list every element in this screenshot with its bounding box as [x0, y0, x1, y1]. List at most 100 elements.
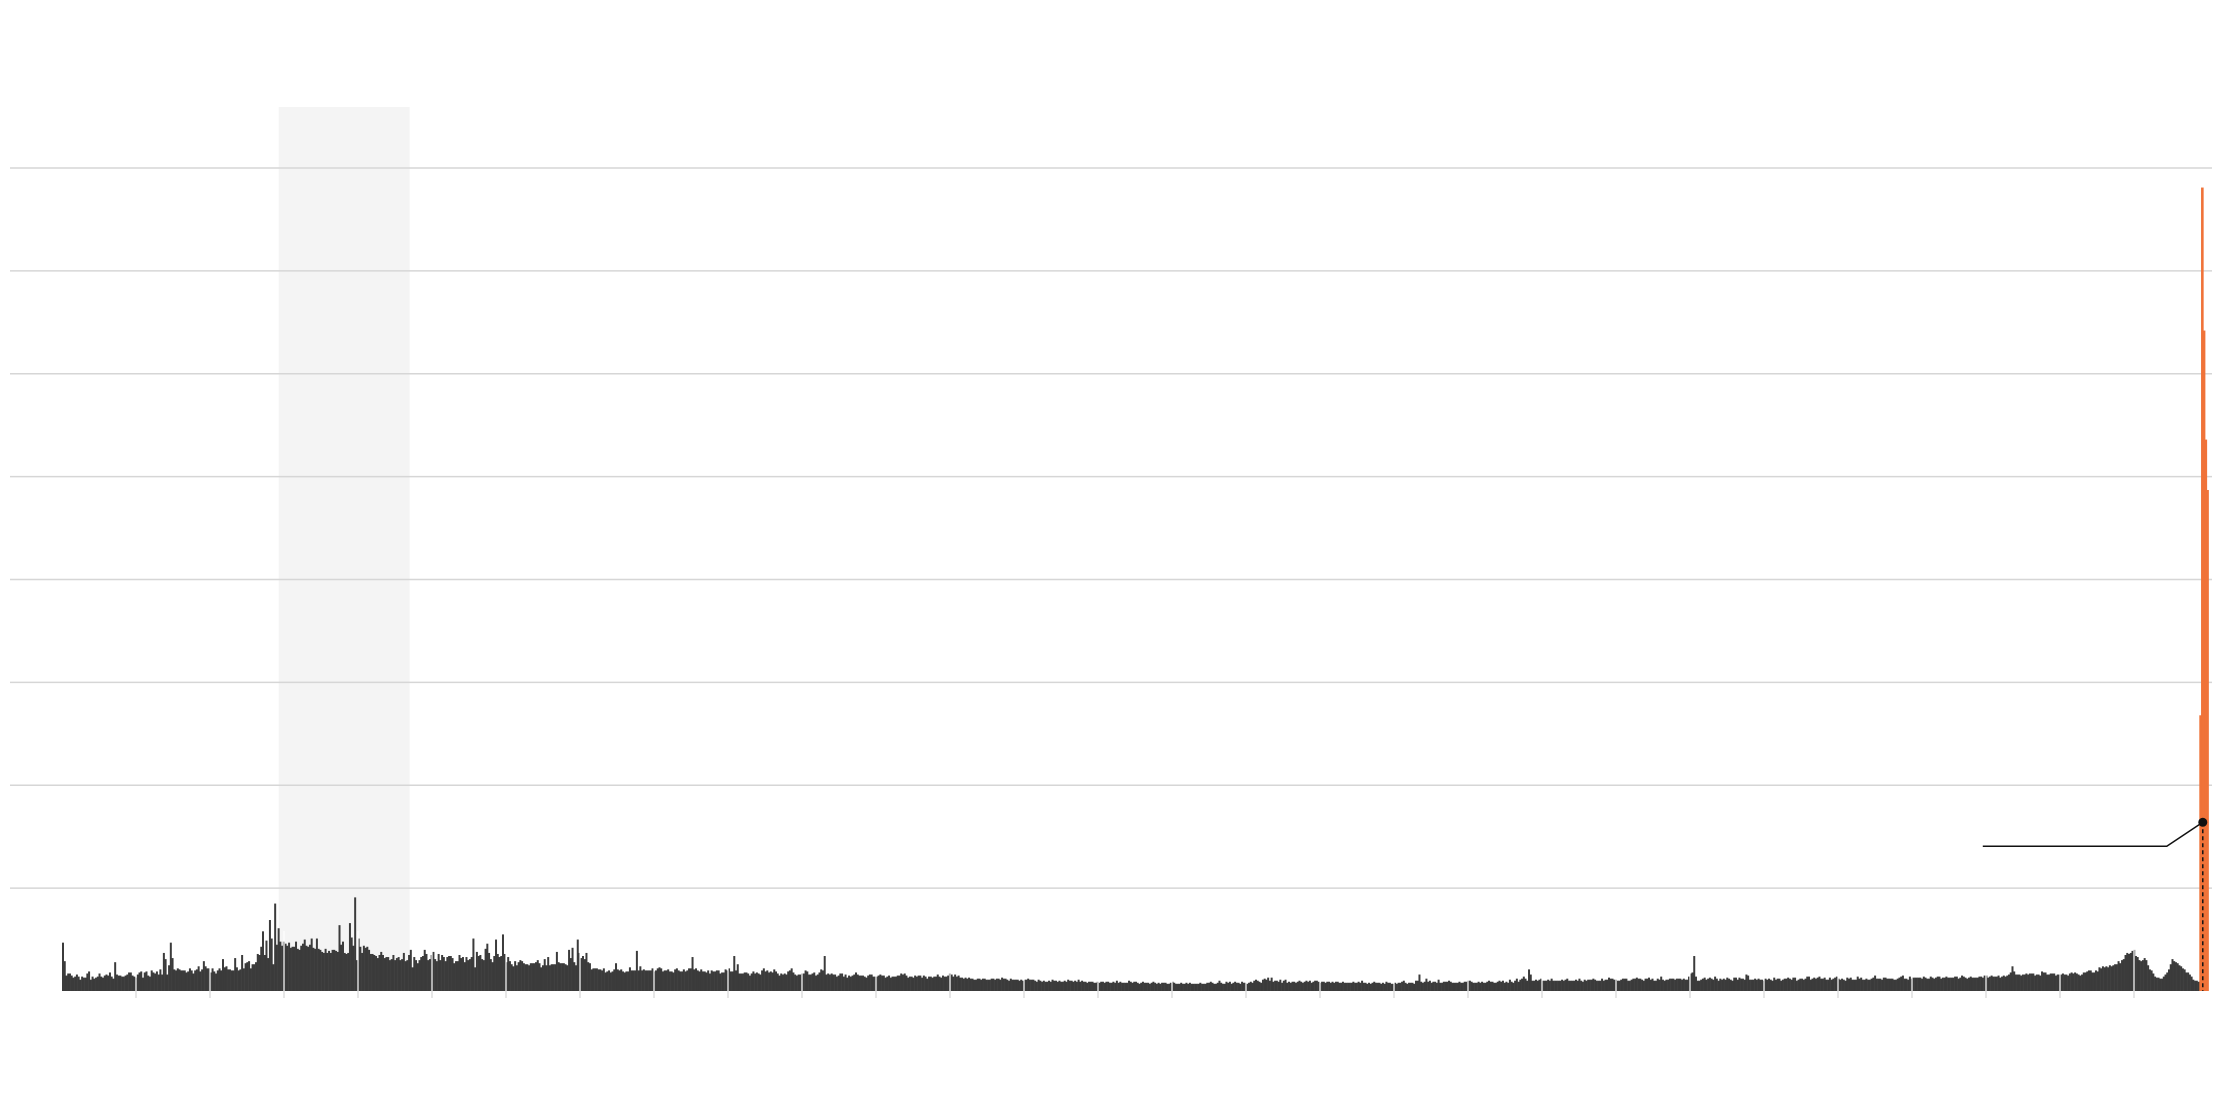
bar [1933, 978, 1936, 991]
bar [1164, 982, 1167, 991]
bar [1691, 972, 1694, 991]
bar [797, 974, 800, 991]
bar [1848, 978, 1851, 991]
bar [2046, 974, 2049, 991]
bar [1894, 979, 1897, 991]
bar [1992, 976, 1995, 991]
bar [1322, 981, 1325, 991]
bar [583, 959, 586, 991]
bar [585, 952, 588, 991]
bar [903, 973, 906, 991]
bar [441, 954, 444, 991]
bar [1928, 978, 1931, 991]
bar [1265, 979, 1268, 991]
bar [2138, 960, 2141, 991]
bar [220, 970, 223, 991]
bar [2101, 966, 2104, 991]
bar [1825, 979, 1828, 991]
bar [682, 969, 685, 991]
bar [461, 957, 464, 991]
bar [474, 967, 477, 991]
bar [2176, 963, 2179, 991]
bar [131, 975, 134, 991]
bar [1988, 976, 1991, 991]
bar [357, 938, 360, 991]
bar [136, 974, 139, 991]
bar [124, 975, 127, 991]
bar [2134, 956, 2137, 991]
bar [839, 973, 842, 991]
bar [510, 964, 513, 991]
bar [1025, 979, 1028, 991]
bar [754, 973, 757, 991]
bar [1705, 979, 1708, 991]
bar [1646, 978, 1649, 991]
bar [1620, 979, 1623, 991]
bar [437, 953, 440, 991]
bar [519, 960, 522, 991]
bar [187, 971, 190, 991]
bar [2042, 972, 2045, 991]
bar [1030, 979, 1033, 991]
bar [874, 976, 877, 991]
bar [1588, 979, 1591, 991]
bar [1100, 981, 1103, 991]
bar [328, 950, 331, 991]
bar [364, 947, 367, 991]
bar [162, 952, 165, 991]
bar [695, 968, 698, 991]
bar [1674, 979, 1677, 991]
bar [1781, 979, 1784, 991]
bar [503, 953, 506, 991]
bar [312, 947, 315, 991]
bar [1736, 979, 1739, 991]
bar [2121, 960, 2124, 991]
bar [712, 971, 715, 991]
shaded-period-layer [278, 107, 410, 991]
bar [1041, 981, 1044, 991]
bar [329, 952, 332, 991]
bar [1314, 980, 1317, 991]
bar [1267, 977, 1270, 991]
bar [161, 974, 164, 991]
bar [1418, 974, 1421, 991]
bar [569, 958, 572, 991]
bar [651, 968, 654, 991]
bar [2060, 974, 2063, 991]
bar [98, 973, 101, 991]
bar [945, 976, 948, 991]
bar [1150, 982, 1153, 991]
bar [1581, 981, 1584, 991]
bar [1882, 977, 1885, 991]
bar [1446, 981, 1449, 991]
bar [1809, 979, 1812, 991]
bar [1343, 982, 1346, 991]
bar [242, 968, 245, 991]
bar [792, 972, 795, 991]
bar [209, 972, 212, 991]
bar [1148, 983, 1151, 991]
bar [1079, 981, 1082, 991]
bar [905, 975, 908, 991]
bar [1493, 982, 1496, 991]
bar [2004, 976, 2007, 991]
bar [348, 923, 351, 991]
bar [1943, 977, 1946, 991]
bar [470, 957, 473, 991]
bar [2107, 967, 2110, 991]
bar [1477, 981, 1480, 991]
bar [1169, 982, 1172, 991]
bar [748, 975, 751, 991]
bar [1616, 980, 1619, 991]
bar [773, 969, 776, 991]
bar [508, 961, 511, 991]
bar [1774, 979, 1777, 991]
bar [486, 943, 489, 991]
bar [735, 970, 738, 991]
bar [1846, 977, 1849, 991]
bar [681, 971, 684, 991]
bar [1936, 976, 1939, 991]
bar [1034, 980, 1037, 991]
bar [1401, 981, 1404, 991]
bar [2148, 969, 2151, 991]
